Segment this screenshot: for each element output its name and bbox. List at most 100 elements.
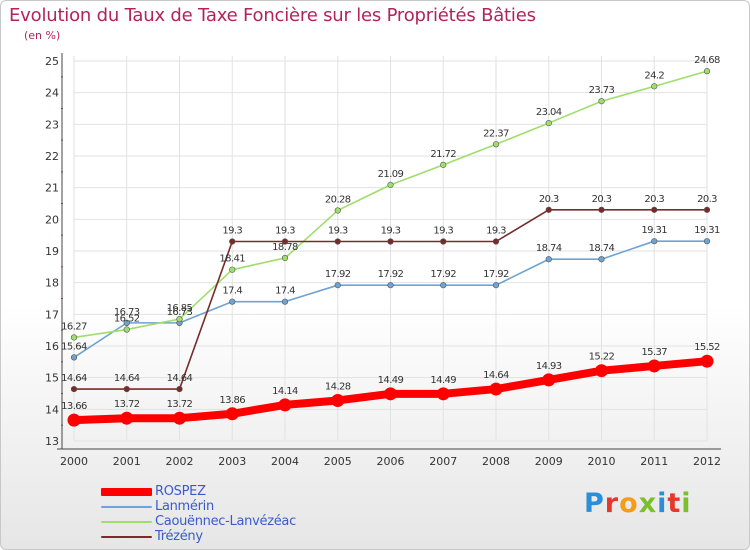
data-point bbox=[647, 359, 661, 373]
data-label: 17.4 bbox=[222, 286, 242, 297]
x-tick-label: 2005 bbox=[324, 455, 352, 468]
data-label: 24.68 bbox=[694, 55, 720, 66]
data-label: 24.2 bbox=[644, 70, 664, 81]
data-point bbox=[120, 411, 134, 425]
data-point bbox=[176, 385, 183, 393]
data-point bbox=[545, 256, 552, 263]
legend-item: Caouënnec-Lanvézéac bbox=[101, 514, 361, 530]
data-label: 20.28 bbox=[325, 194, 351, 205]
data-label: 18.74 bbox=[589, 243, 615, 254]
y-tick-label: 21 bbox=[45, 182, 59, 195]
data-point bbox=[334, 238, 341, 245]
data-label: 20.3 bbox=[592, 194, 612, 205]
data-label: 18.78 bbox=[272, 242, 298, 253]
data-label: 17.92 bbox=[325, 269, 351, 280]
series-rospez bbox=[67, 354, 714, 427]
y-tick-label: 16 bbox=[45, 340, 59, 353]
data-point bbox=[651, 206, 658, 213]
data-label: 22.37 bbox=[483, 128, 509, 139]
y-tick-label: 15 bbox=[45, 372, 59, 385]
y-tick-label: 24 bbox=[45, 87, 59, 100]
unit-label: (en %) bbox=[24, 29, 61, 42]
data-label: 21.72 bbox=[430, 149, 456, 160]
data-point bbox=[492, 238, 500, 245]
data-label: 16.73 bbox=[114, 307, 140, 318]
chart-title: Evolution du Taux de Taxe Foncière sur l… bbox=[9, 5, 536, 26]
data-point bbox=[387, 181, 394, 188]
data-label: 15.64 bbox=[61, 341, 87, 352]
legend-label: ROSPEZ bbox=[155, 484, 206, 499]
y-tick-label: 13 bbox=[45, 435, 59, 448]
data-point bbox=[173, 411, 186, 425]
y-tick-label: 19 bbox=[45, 245, 59, 258]
data-label: 19.31 bbox=[694, 225, 720, 236]
x-tick-label: 2003 bbox=[218, 455, 246, 468]
series-caou-nnec-lanv-z-ac bbox=[70, 68, 711, 341]
data-label: 18.41 bbox=[219, 254, 245, 265]
data-label: 14.64 bbox=[61, 373, 87, 384]
proxiti-logo: Proxiti bbox=[584, 488, 692, 519]
data-point bbox=[123, 326, 130, 333]
data-point bbox=[281, 254, 289, 262]
data-point bbox=[700, 354, 714, 368]
data-label: 20.3 bbox=[539, 194, 559, 205]
data-label: 19.3 bbox=[222, 226, 242, 237]
data-point bbox=[225, 407, 239, 421]
axes: 13 14 15 16 17 18 19 20 21 22 23 24 25 2000 2001 2002 20… bbox=[45, 53, 721, 468]
data-label: 16.27 bbox=[61, 321, 87, 332]
legend-label: Caouënnec-Lanvézéac bbox=[155, 514, 296, 529]
data-label: 18.74 bbox=[536, 243, 562, 254]
data-label: 14.64 bbox=[483, 370, 509, 381]
data-point bbox=[703, 238, 711, 245]
data-label: 13.72 bbox=[167, 399, 193, 410]
data-label: 13.66 bbox=[61, 401, 87, 412]
series-lanm-rin bbox=[70, 238, 711, 361]
y-tick-label: 25 bbox=[45, 55, 59, 68]
data-label: 13.86 bbox=[219, 395, 245, 406]
series-tr-z-ny bbox=[70, 206, 711, 393]
legend: ROSPEZ Lanmérin Caouënnec-Lanvézéac Trézény bbox=[101, 484, 361, 545]
data-point bbox=[440, 282, 447, 289]
data-label: 19.3 bbox=[381, 226, 401, 237]
legend-swatch bbox=[101, 536, 152, 538]
x-tick-label: 2002 bbox=[166, 455, 194, 468]
legend-item: Lanmérin bbox=[101, 499, 361, 515]
data-label: 17.92 bbox=[378, 269, 404, 280]
data-point bbox=[281, 298, 289, 305]
legend-swatch bbox=[101, 521, 152, 523]
x-tick-label: 2009 bbox=[535, 455, 563, 468]
data-point bbox=[387, 282, 394, 289]
data-label: 14.14 bbox=[272, 386, 298, 397]
x-tick-label: 2006 bbox=[377, 455, 405, 468]
data-labels: 15.64 16.73 16.73 17.4 17.4 17.92 17.92 17.92 17… bbox=[61, 55, 720, 412]
data-label: 14.64 bbox=[114, 373, 140, 384]
data-label: 19.31 bbox=[641, 225, 667, 236]
data-point bbox=[384, 387, 397, 401]
x-tick-label: 2011 bbox=[640, 455, 668, 468]
data-label: 14.28 bbox=[325, 381, 351, 392]
data-point bbox=[70, 385, 78, 393]
y-tick-label: 17 bbox=[45, 308, 59, 321]
x-tick-label: 2000 bbox=[60, 455, 88, 468]
data-label: 15.37 bbox=[641, 347, 667, 358]
data-point bbox=[229, 298, 236, 305]
data-label: 19.3 bbox=[433, 226, 453, 237]
data-point bbox=[492, 282, 500, 289]
data-point bbox=[334, 207, 341, 214]
grid bbox=[73, 56, 708, 442]
data-point bbox=[331, 393, 345, 407]
data-label: 21.09 bbox=[378, 169, 404, 180]
data-point bbox=[176, 315, 183, 323]
data-point bbox=[70, 354, 78, 361]
data-point bbox=[703, 68, 711, 75]
data-point bbox=[595, 364, 608, 378]
data-label: 15.52 bbox=[694, 342, 720, 353]
x-tick-label: 2012 bbox=[693, 455, 721, 468]
data-point bbox=[545, 119, 552, 127]
data-label: 15.22 bbox=[589, 352, 615, 363]
data-label: 13.72 bbox=[114, 399, 140, 410]
data-point bbox=[492, 141, 500, 148]
data-label: 16.73 bbox=[167, 307, 193, 318]
legend-item: Trézény bbox=[101, 529, 361, 545]
